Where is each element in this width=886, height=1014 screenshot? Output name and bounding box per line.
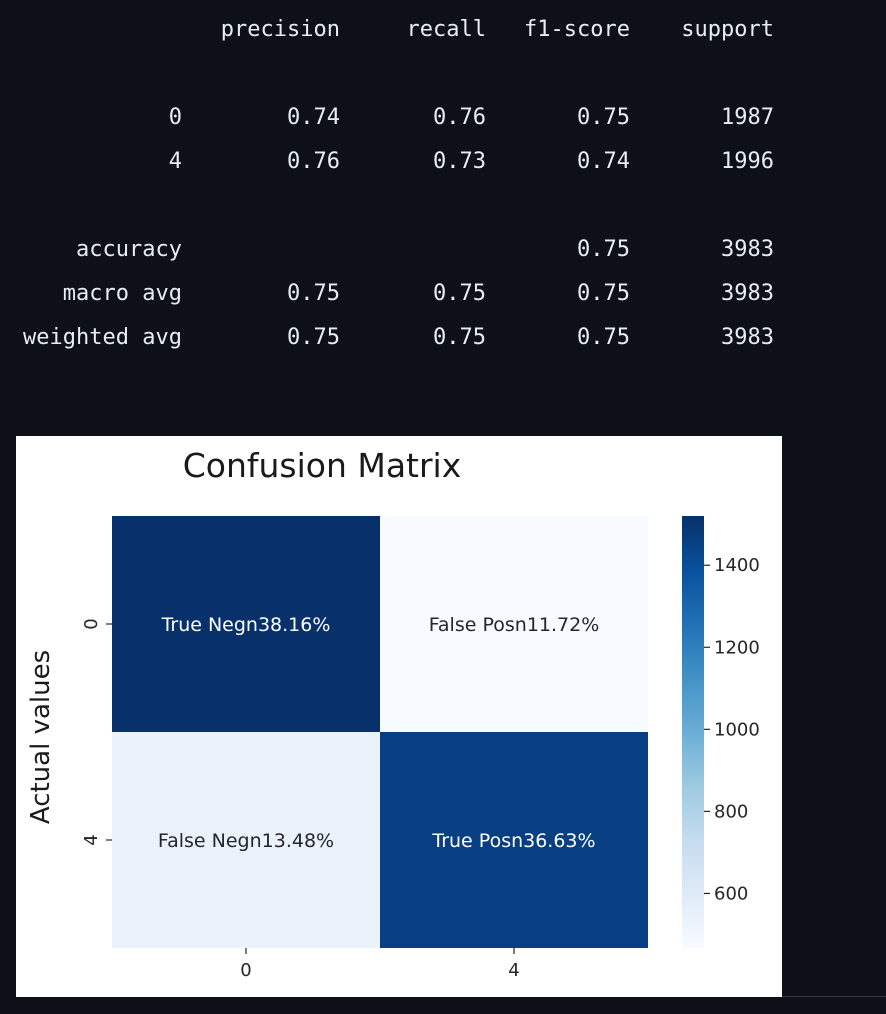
heatmap-cells	[112, 516, 648, 948]
x-tick-label-0: 0	[240, 960, 251, 981]
axis-ticks: 0 4 0 4	[81, 618, 520, 981]
row-class-0-recall: 0.76	[433, 105, 486, 130]
row-macro-avg-label: macro avg	[62, 281, 182, 306]
output-footer	[0, 997, 886, 1014]
header-precision: precision	[220, 17, 340, 42]
row-class-0-f1-score: 0.75	[577, 105, 630, 130]
header-support: support	[681, 17, 774, 42]
y-tick-label-0: 0	[81, 618, 102, 629]
row-class-0-label: 0	[168, 105, 182, 130]
row-class-4-label: 4	[168, 149, 182, 174]
row-weighted-avg-precision: 0.75	[287, 325, 340, 350]
row-macro-avg-f1-score: 0.75	[577, 281, 630, 306]
header-f1-score: f1-score	[524, 17, 630, 42]
row-accuracy-label: accuracy	[76, 237, 182, 262]
heatmap-cell-1-0	[112, 732, 380, 948]
row-macro-avg-recall: 0.75	[433, 281, 486, 306]
colorbar: 600 800 1000 1200 1400	[682, 516, 760, 948]
x-tick-label-1: 4	[508, 960, 519, 981]
heatmap-annotations: True Negn38.16% False Posn11.72% False Neg…	[158, 614, 599, 852]
colorbar-tick-label-0: 600	[714, 883, 748, 904]
row-weighted-avg-label: weighted avg	[23, 325, 182, 350]
chart-title: Confusion Matrix	[183, 446, 462, 485]
heatmap-cell-0-0	[112, 516, 380, 732]
row-macro-avg-support: 3983	[721, 281, 774, 306]
cell-annotation-0-1: False Posn11.72%	[429, 614, 600, 636]
row-weighted-avg-recall: 0.75	[433, 325, 486, 350]
classification-report: precision recall f1-score support 0 0.74 0.76 0…	[0, 0, 886, 400]
confusion-matrix-figure: Confusion Matrix Actual values True Negn…	[16, 436, 782, 997]
heatmap-cell-0-1	[380, 516, 648, 732]
cell-annotation-1-0: False Negn13.48%	[158, 830, 334, 852]
colorbar-tick-label-1: 800	[714, 801, 748, 822]
row-accuracy-support: 3983	[721, 237, 774, 262]
confusion-matrix-chart: Confusion Matrix Actual values True Negn…	[26, 446, 760, 981]
colorbar-tick-label-2: 1000	[714, 719, 760, 740]
row-class-4-support: 1996	[721, 149, 774, 174]
row-class-4-f1-score: 0.74	[577, 149, 630, 174]
row-class-4-precision: 0.76	[287, 149, 340, 174]
header-recall: recall	[406, 17, 486, 42]
cell-annotation-1-1: True Posn36.63%	[431, 830, 595, 852]
heatmap-cell-1-1	[380, 732, 648, 948]
row-accuracy-f1-score: 0.75	[577, 237, 630, 262]
divider	[782, 996, 886, 997]
row-class-0-precision: 0.74	[287, 105, 340, 130]
colorbar-bar	[682, 516, 704, 948]
row-macro-avg-precision: 0.75	[287, 281, 340, 306]
row-class-0-support: 1987	[721, 105, 774, 130]
colorbar-tick-label-3: 1200	[714, 637, 760, 658]
row-weighted-avg-f1-score: 0.75	[577, 325, 630, 350]
row-class-4-recall: 0.73	[433, 149, 486, 174]
y-tick-label-1: 4	[81, 834, 102, 845]
y-axis-label: Actual values	[26, 650, 56, 824]
row-weighted-avg-support: 3983	[721, 325, 774, 350]
cell-annotation-0-0: True Negn38.16%	[161, 614, 331, 636]
colorbar-tick-label-4: 1400	[714, 555, 760, 576]
